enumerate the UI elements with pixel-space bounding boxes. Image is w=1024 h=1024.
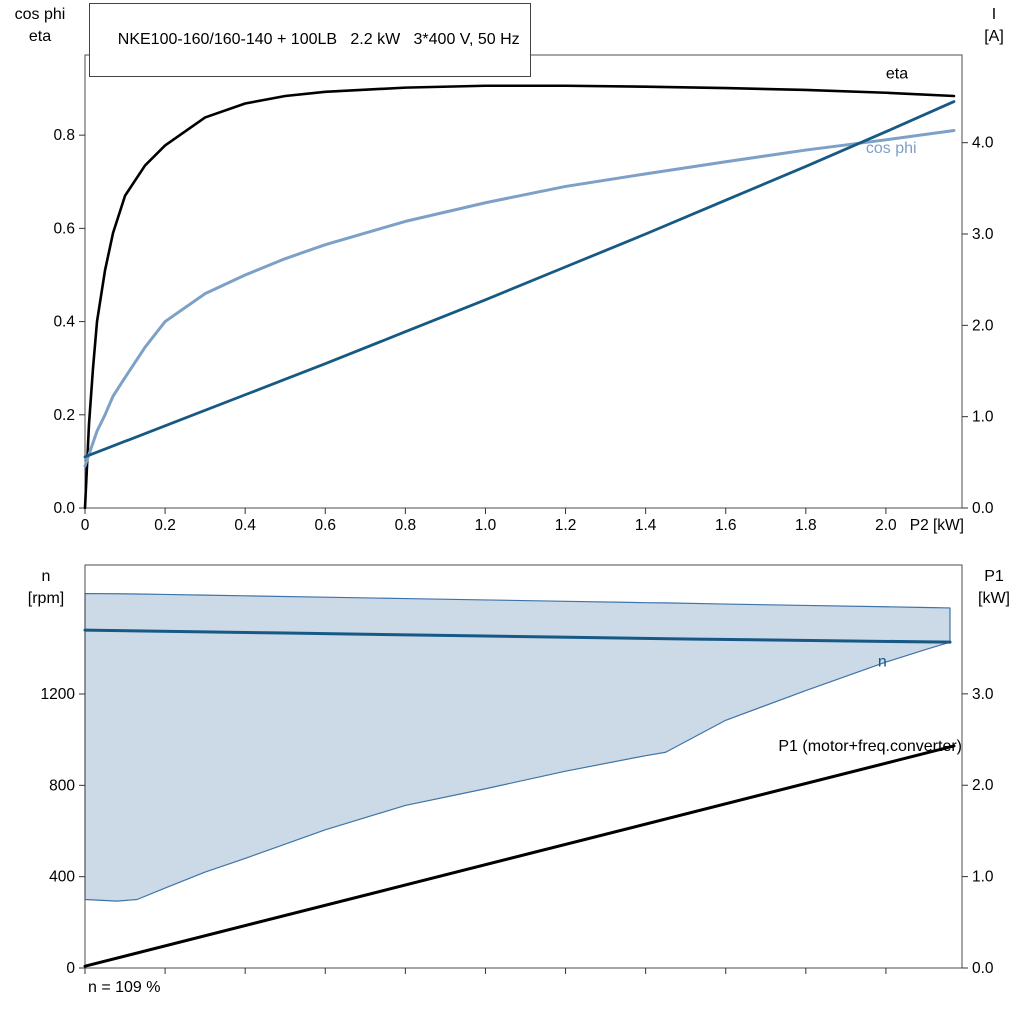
axis-title-p1-unit: [kW] [978, 590, 1010, 607]
axis-title-current: I [991, 6, 997, 23]
axis-title-current-unit: [A] [984, 28, 1004, 45]
right-tick-label: 0.0 [972, 960, 994, 977]
axis-title-speed-unit: [rpm] [27, 590, 65, 607]
x-tick-label: 1.4 [635, 517, 657, 534]
left-tick-label: 0.0 [53, 500, 75, 517]
right-tick-label: 1.0 [972, 869, 994, 886]
right-tick-label: 3.0 [972, 226, 994, 243]
x-tick-label: 0.2 [154, 517, 176, 534]
speed-percent-note: n = 109 % [88, 979, 161, 996]
left-tick-label: 0.8 [53, 127, 75, 144]
top-frame [84, 54, 963, 509]
eta-label: eta [886, 65, 908, 82]
right-tick-label: 2.0 [972, 777, 994, 794]
x-tick-label: 0.4 [234, 517, 256, 534]
cosphi-label: cos phi [866, 140, 917, 157]
right-tick-label: 0.0 [972, 500, 994, 517]
eta-curve [83, 84, 956, 510]
right-tick-label: 4.0 [972, 135, 994, 152]
n-label: n [878, 654, 887, 671]
right-tick-label: 2.0 [972, 317, 994, 334]
axis-title-top-left: cos phi eta [4, 4, 76, 48]
axis-title-bottom-left: n [rpm] [12, 566, 80, 610]
left-tick-label: 400 [49, 869, 75, 886]
left-tick-label: 0.4 [53, 314, 75, 331]
left-tick-label: 800 [49, 777, 75, 794]
x-tick-label: 1.2 [555, 517, 577, 534]
p1-input-power-curve [83, 744, 956, 968]
axis-title-top-right: I [A] [968, 4, 1020, 48]
chart-title: NKE100-160/160-140 + 100LB 2.2 kW 3*400 … [117, 31, 520, 48]
left-tick-label: 0.6 [53, 220, 75, 237]
x-tick-label: 1.0 [475, 517, 497, 534]
axis-title-p1: P1 [984, 568, 1004, 585]
bottom-panel: 0 400 800 1200 0.0 1.0 2.0 3.0 n P1 (motor+freq.c… [41, 564, 994, 977]
cos-phi-curve [83, 129, 956, 468]
x-tick-label: 1.8 [795, 517, 817, 534]
right-tick-label: 3.0 [972, 686, 994, 703]
right-tick-label: 1.0 [972, 409, 994, 426]
left-tick-label: 0 [66, 960, 75, 977]
current-I-curve [83, 100, 956, 459]
left-tick-label: 0.2 [53, 407, 75, 424]
axis-title-bottom-right: P1 [kW] [966, 566, 1022, 610]
axis-title-eta: eta [28, 28, 52, 45]
x-tick-label: 2.0 [875, 517, 897, 534]
x-tick-label: 0 [81, 517, 90, 534]
top-panel: 0 0.2 0.4 0.6 0.8 1.0 1.2 1.4 1.6 1.8 2.0 P2 [kW] 0.… [53, 54, 994, 534]
speed-n-curve [83, 628, 952, 644]
bottom-frame [84, 564, 963, 969]
x-tick-label: 0.6 [314, 517, 336, 534]
x-tick-label: 0.8 [395, 517, 417, 534]
axis-title-speed: n [41, 568, 51, 585]
left-tick-label: 1200 [41, 686, 76, 703]
x-axis-label: P2 [kW] [910, 517, 964, 534]
axis-title-cos-phi: cos phi [14, 6, 66, 23]
p1-label: P1 (motor+freq.converter) [778, 738, 962, 755]
chart-title-box: NKE100-160/160-140 + 100LB 2.2 kW 3*400 … [89, 3, 531, 77]
x-tick-label: 1.6 [715, 517, 737, 534]
